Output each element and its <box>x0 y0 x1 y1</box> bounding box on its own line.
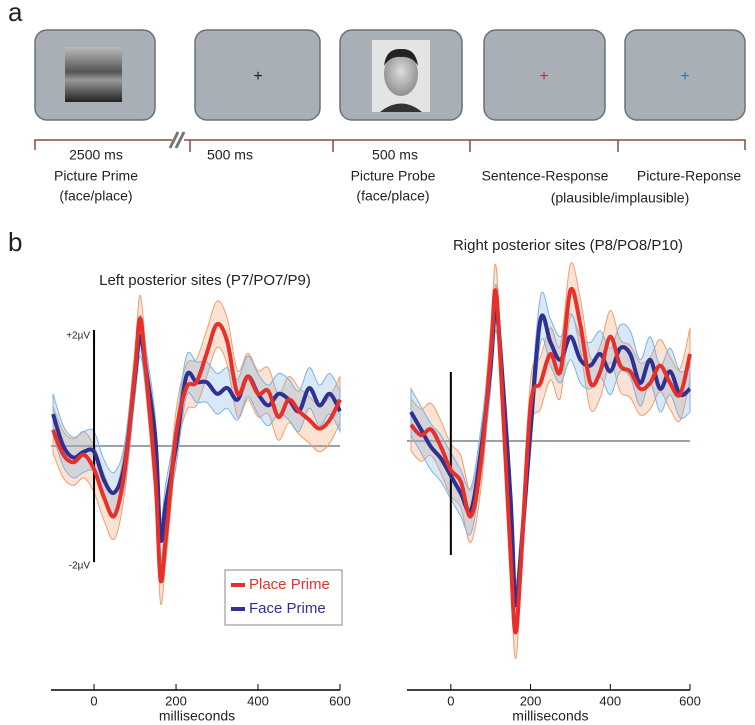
stage-sublabel: (face/place) <box>356 188 429 204</box>
panel-label: a <box>8 0 23 27</box>
timeline-line <box>34 139 746 152</box>
stage-box <box>194 29 321 121</box>
stage-label: Picture-Reponse <box>637 168 741 184</box>
error-band <box>52 314 341 562</box>
landscape-image <box>65 47 122 102</box>
chart-title: Left posterior sites (P7/PO7/P9) <box>99 272 311 289</box>
duration-label: 2500 ms <box>69 147 123 163</box>
stage-label: Picture Probe <box>351 168 436 184</box>
x-tick-label: 400 <box>599 693 621 708</box>
stage-label: Picture Prime <box>54 168 138 184</box>
face-image <box>372 40 430 112</box>
fixation-cross: + <box>539 68 548 85</box>
stage-sublabel: (face/place) <box>59 188 132 204</box>
x-tick-label: 200 <box>165 693 187 708</box>
series-line <box>409 286 692 635</box>
legend-label: Face Prime <box>249 600 326 617</box>
x-tick-label: 0 <box>90 693 97 708</box>
x-tick-label: 200 <box>520 693 542 708</box>
series-line <box>51 316 342 584</box>
duration-label: 500 ms <box>372 147 418 163</box>
x-tick-label: 600 <box>679 693 701 708</box>
y-tick-label: -2µV <box>69 561 91 572</box>
x-axis-label: milliseconds <box>159 708 235 724</box>
x-tick-label: 600 <box>329 693 351 708</box>
x-tick-label: 0 <box>447 693 454 708</box>
duration-label: 500 ms <box>207 147 253 163</box>
chart-title: Right posterior sites (P8/PO8/P10) <box>453 237 683 254</box>
y-tick-label: +2µV <box>66 331 90 342</box>
fixation-cross: + <box>253 68 262 85</box>
stage-box <box>483 29 606 121</box>
timeline-break <box>168 131 186 149</box>
legend-label: Place Prime <box>249 576 330 593</box>
x-tick-label: 400 <box>247 693 269 708</box>
legend-box <box>224 569 343 626</box>
x-axis-label: milliseconds <box>512 708 588 724</box>
stage-label: Sentence-Response <box>482 168 609 184</box>
panel-label: b <box>8 227 22 257</box>
fixation-cross: + <box>680 68 689 85</box>
stage-box <box>624 29 746 121</box>
stage-sublabel: (plausible/implausible) <box>551 190 690 206</box>
